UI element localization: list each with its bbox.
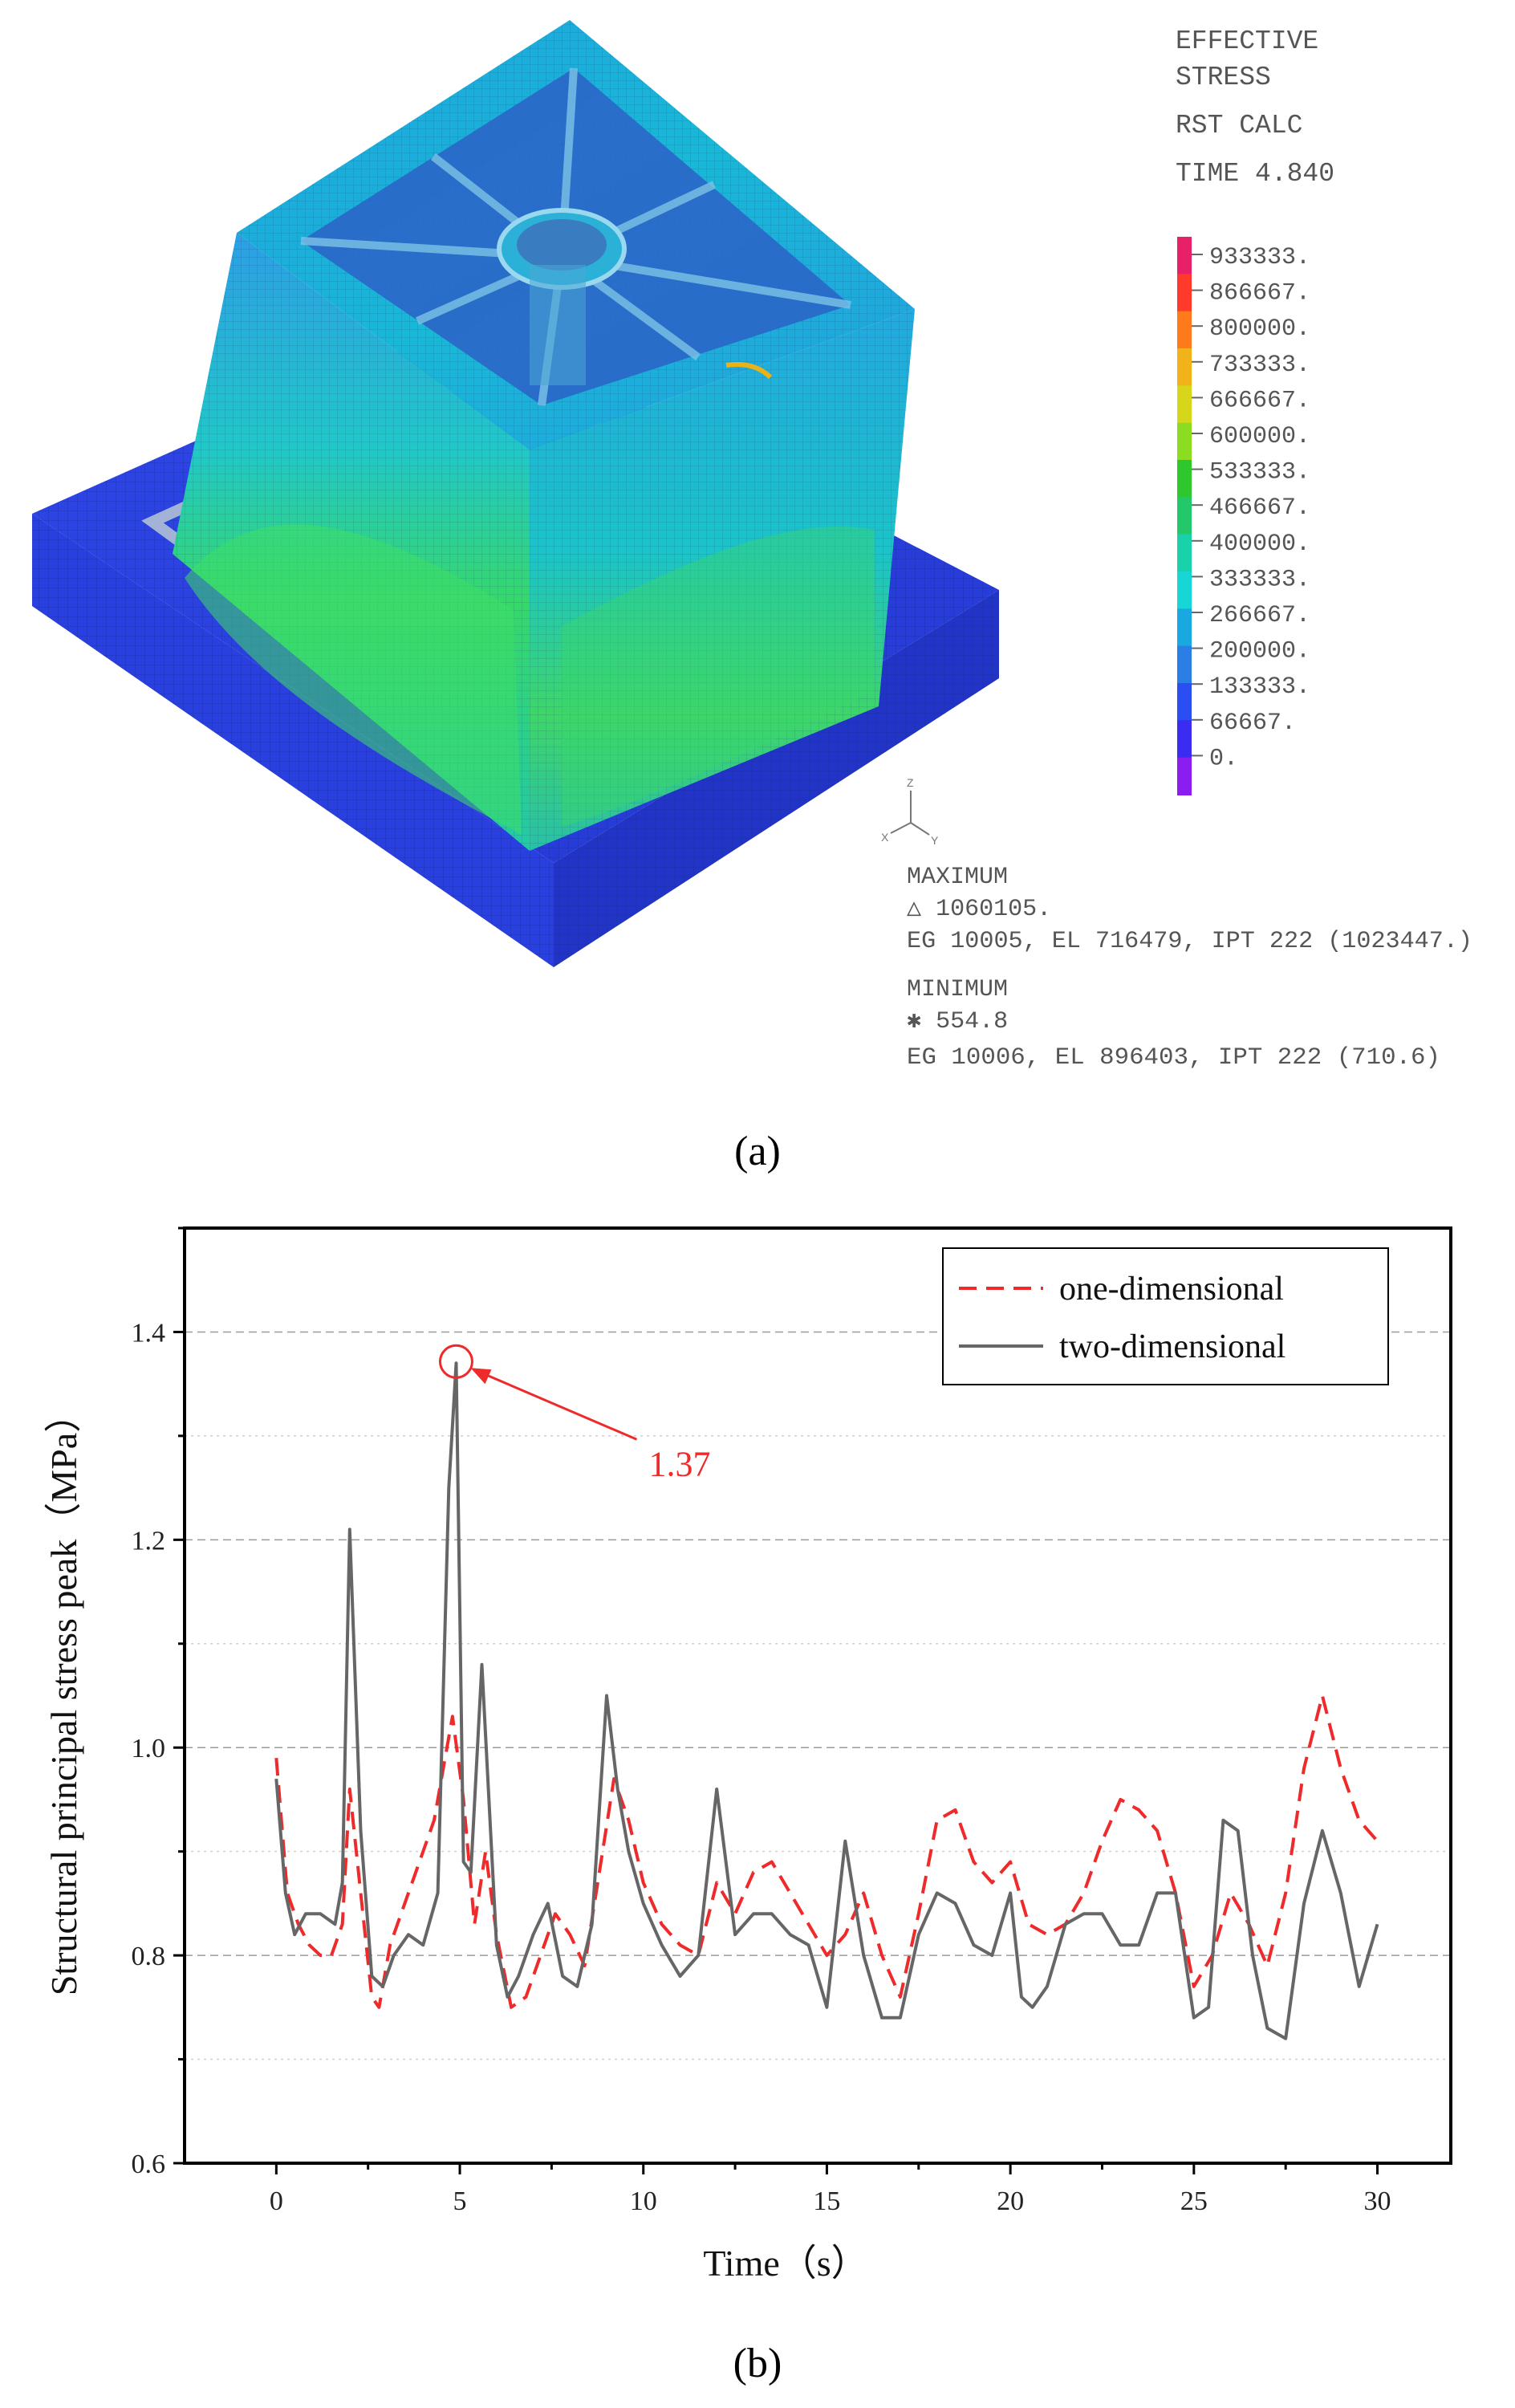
- color-scale-swatch: [1177, 237, 1192, 275]
- axis-z-label: Z: [907, 776, 914, 789]
- peak-annotation-label: 1.37: [648, 1444, 710, 1483]
- minimum-detail: EG 10006, EL 896403, IPT 222 (710.6): [907, 1044, 1440, 1072]
- x-tick-label: 30: [1364, 2186, 1391, 2216]
- y-axis-label: Structural principal stress peak（MPa）: [43, 1396, 84, 1995]
- y-tick-label: 0.6: [132, 2150, 166, 2179]
- color-scale-label: 466667.: [1209, 494, 1310, 522]
- x-tick-label: 5: [453, 2186, 467, 2216]
- color-scale-label: 333333.: [1209, 566, 1310, 593]
- color-scale-label: 800000.: [1209, 315, 1310, 343]
- maximum-label: MAXIMUM: [907, 864, 1008, 891]
- panel-b-caption: (b): [733, 2341, 782, 2386]
- stress-peak-chart: 0 5 10 15 20 25 30 0.6 0.8 1.0 1.2 1.4 Time（s） Struct…: [43, 1226, 1452, 2284]
- box-structure: [173, 20, 915, 851]
- color-scale-label: 933333.: [1209, 244, 1310, 271]
- color-scale-swatch: [1177, 460, 1192, 498]
- x-tick-label: 0: [270, 2186, 283, 2216]
- color-scale-swatch: [1177, 422, 1192, 461]
- legend-header-line: STRESS: [1176, 63, 1271, 92]
- x-tick-label: 10: [630, 2186, 657, 2216]
- legend-label: two-dimensional: [1059, 1328, 1286, 1365]
- color-scale-label: 600000.: [1209, 423, 1310, 450]
- color-scale-label: 400000.: [1209, 531, 1310, 558]
- x-tick-label: 15: [813, 2186, 840, 2216]
- x-tick-label: 25: [1180, 2186, 1208, 2216]
- color-scale-label: 133333.: [1209, 673, 1310, 701]
- color-scale-label: 0.: [1209, 745, 1238, 772]
- axis-y-label: Y: [931, 834, 939, 847]
- peak-arrow-line: [473, 1368, 638, 1441]
- legend-label: one-dimensional: [1059, 1271, 1284, 1308]
- color-scale: 933333. 866667. 800000. 733333. 666667. 60000…: [1177, 237, 1310, 795]
- peak-marker-circle: [438, 1344, 473, 1379]
- color-scale-swatch: [1177, 348, 1192, 387]
- minimum-value: ✱ 554.8: [907, 1008, 1008, 1035]
- color-scale-label: 200000.: [1209, 638, 1310, 665]
- color-scale-swatch: [1177, 571, 1192, 610]
- axis-triad: [890, 791, 930, 836]
- color-scale-swatch: [1177, 608, 1192, 647]
- color-scale-swatch: [1177, 720, 1192, 759]
- maximum-detail: EG 10005, EL 716479, IPT 222 (1023447.): [907, 928, 1472, 955]
- plot-frame: [183, 1226, 1452, 2165]
- panel-a-caption: (a): [734, 1129, 781, 1174]
- color-scale-label: 866667.: [1209, 280, 1310, 307]
- legend-header-line: TIME 4.840: [1176, 159, 1334, 189]
- legend-header-line: EFFECTIVE: [1176, 26, 1318, 56]
- y-tick-label: 1.0: [132, 1734, 166, 1763]
- legend-header-line: RST CALC: [1176, 111, 1302, 140]
- color-scale-swatch: [1177, 683, 1192, 722]
- color-scale-label: 66667.: [1209, 710, 1296, 737]
- color-scale-swatch: [1177, 385, 1192, 424]
- axis-x-label: X: [881, 831, 889, 844]
- y-tick-label: 1.2: [132, 1526, 166, 1556]
- color-scale-swatch: [1177, 497, 1192, 535]
- color-scale-swatch: [1177, 534, 1192, 572]
- peak-arrowhead: [470, 1368, 492, 1385]
- color-scale-swatch: [1177, 274, 1192, 312]
- color-scale-label: 533333.: [1209, 459, 1310, 486]
- color-scale-label: 666667.: [1209, 387, 1310, 414]
- fea-stress-render: Z X Y EFFECTIVE STRESS RST CALC TIME 4.8…: [32, 20, 1472, 1072]
- legend-box: [942, 1247, 1389, 1385]
- color-scale-label: 733333.: [1209, 352, 1310, 379]
- color-scale-swatch: [1177, 311, 1192, 349]
- x-axis-label: Time（s）: [703, 2243, 867, 2284]
- color-scale-label: 266667.: [1209, 602, 1310, 629]
- color-scale-swatch: [1177, 757, 1192, 795]
- x-tick-label: 20: [997, 2186, 1024, 2216]
- y-tick-label: 1.4: [132, 1318, 166, 1348]
- color-scale-swatch: [1177, 645, 1192, 684]
- series-line-two-dimensional: [274, 1361, 1379, 2040]
- y-tick-label: 0.8: [132, 1942, 166, 1971]
- series-line-one-dimensional: [274, 1694, 1379, 2009]
- minimum-label: MINIMUM: [907, 976, 1008, 1003]
- maximum-value: △ 1060105.: [907, 896, 1051, 923]
